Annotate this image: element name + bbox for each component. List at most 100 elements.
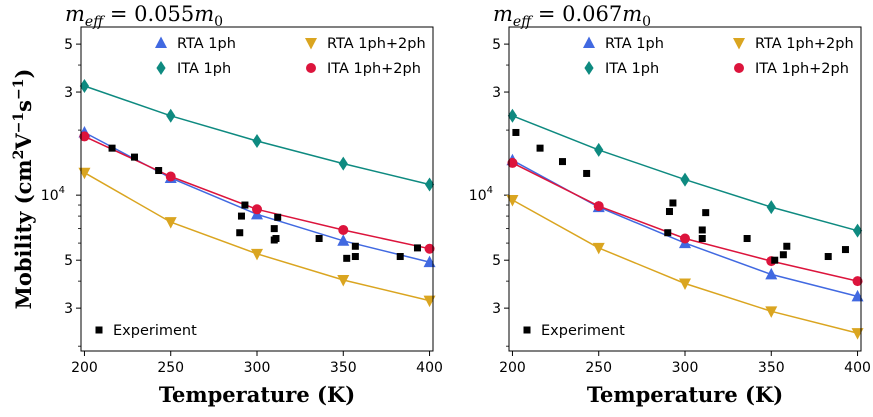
y-tick-label: 5 — [64, 253, 73, 269]
legend-entry: RTA 1ph — [583, 36, 664, 52]
y-tick-mantissa: 10 — [469, 188, 487, 204]
series-line — [84, 131, 430, 263]
legend-label: ITA 1ph — [605, 61, 659, 77]
legend-label: RTA 1ph — [605, 36, 664, 52]
y-label-sup: −1 — [11, 112, 27, 133]
data-point — [251, 248, 263, 261]
data-point — [851, 328, 864, 340]
experiment-point — [841, 246, 849, 254]
title-sub-0: 0 — [642, 14, 651, 30]
legend-marker — [583, 36, 595, 48]
y-label-text: V — [11, 133, 36, 151]
x-tick-label: 300 — [244, 360, 271, 376]
legend-marker — [523, 326, 531, 334]
experiment-point — [698, 235, 706, 243]
legend-marker — [306, 63, 316, 73]
experiment-point — [274, 213, 282, 221]
y-tick-value: 5 — [492, 37, 501, 53]
experiment-point — [536, 144, 544, 152]
legend-marker — [155, 36, 167, 48]
y-tick-value: 5 — [64, 37, 73, 53]
legend-entry: RTA 1ph+2ph — [733, 36, 854, 52]
plot-frame — [508, 26, 862, 352]
y-tick-exponent: 4 — [487, 185, 493, 196]
legend-entry: ITA 1ph — [156, 61, 231, 77]
data-point — [852, 223, 863, 238]
series-line — [512, 199, 858, 334]
experiment-point — [237, 212, 245, 220]
series-rta-1ph-2ph — [506, 194, 864, 340]
y-tick-mantissa: 10 — [41, 188, 59, 204]
data-point — [423, 295, 436, 308]
data-point — [252, 204, 262, 215]
y-tick-label: 3 — [492, 301, 501, 317]
experiment-point — [664, 229, 672, 237]
data-point — [507, 108, 518, 123]
data-point — [338, 156, 348, 171]
chart-title: meff = 0.055m0 — [65, 2, 223, 30]
experiment-point — [236, 229, 244, 237]
y-axis-label: Mobility (cm2V−1s−1) — [11, 69, 36, 310]
experiment-point — [108, 144, 116, 152]
legend-entry-experiment: Experiment — [95, 323, 197, 339]
series-line — [84, 172, 430, 302]
series-line — [84, 135, 430, 250]
experiment-point — [665, 208, 673, 216]
data-point — [593, 201, 604, 212]
legend-label: RTA 1ph — [177, 36, 236, 52]
legend-marker — [156, 61, 166, 75]
experiment-point — [272, 235, 280, 243]
legend-marker — [95, 326, 103, 334]
title-value: = 0.067 — [531, 2, 622, 26]
data-point — [252, 134, 262, 149]
y-label-sup: 2 — [11, 150, 27, 160]
legend-marker — [584, 61, 594, 75]
data-point — [337, 274, 350, 287]
y-tick-label: 5 — [492, 37, 501, 53]
data-point — [424, 177, 435, 192]
experiment-point — [512, 128, 520, 136]
experiment-point — [130, 153, 138, 161]
series-experiment — [108, 144, 421, 262]
experiment-point — [343, 254, 351, 262]
experiment-point — [413, 244, 421, 252]
x-tick-label: 300 — [672, 360, 699, 376]
y-tick-exponent: 4 — [59, 185, 65, 196]
data-point — [852, 276, 863, 287]
experiment-point — [351, 242, 359, 250]
legend-marker — [734, 63, 744, 73]
experiment-point — [824, 253, 832, 261]
x-axis-label: Temperature (K) — [587, 382, 783, 407]
data-point — [338, 224, 349, 235]
experiment-point — [270, 225, 278, 233]
title-m0: m — [194, 2, 214, 26]
data-point — [765, 306, 778, 318]
title-m: m — [65, 2, 85, 26]
y-tick-value: 5 — [64, 253, 73, 269]
data-point — [680, 233, 690, 244]
y-tick-label: 104 — [469, 185, 493, 204]
data-point — [766, 200, 776, 215]
y-tick-value: 3 — [64, 301, 73, 317]
legend-label: ITA 1ph+2ph — [755, 61, 849, 77]
y-tick-value: 3 — [492, 85, 501, 101]
data-point — [592, 242, 605, 255]
x-tick-label: 400 — [844, 360, 871, 376]
data-point — [79, 131, 90, 142]
experiment-point — [702, 209, 710, 217]
x-tick-label: 400 — [416, 360, 443, 376]
y-tick-value: 3 — [64, 85, 73, 101]
title-sub-eff: eff — [85, 14, 105, 30]
x-axis-label: Temperature (K) — [159, 382, 355, 407]
title-m: m — [493, 2, 513, 26]
y-tick-label: 3 — [64, 301, 73, 317]
data-point — [680, 172, 690, 187]
data-point — [79, 78, 90, 93]
experiment-point — [669, 199, 677, 207]
experiment-point — [155, 167, 163, 175]
experiment-point — [583, 169, 591, 177]
data-point — [164, 217, 177, 229]
